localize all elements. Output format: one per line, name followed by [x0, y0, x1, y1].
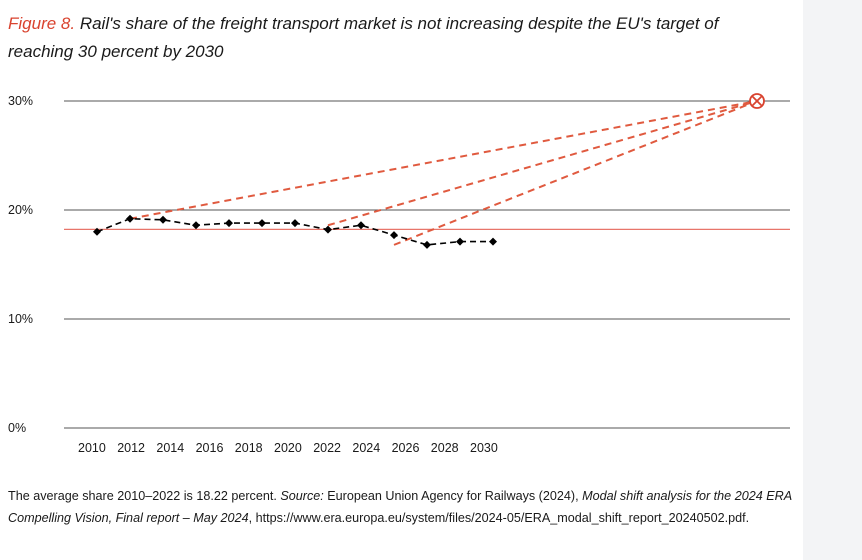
x-tick-label: 2020: [274, 441, 302, 455]
data-point-2021: [456, 237, 464, 246]
caption-source-url[interactable]: , https://www.era.europa.eu/system/files…: [248, 510, 750, 525]
figure-card: Figure 8. Rail's share of the freight tr…: [0, 0, 803, 560]
x-tick-label: 2022: [313, 441, 341, 455]
y-tick-label: 10%: [8, 312, 33, 326]
x-tick-label: 2012: [117, 441, 145, 455]
figure-title: Figure 8. Rail's share of the freight tr…: [8, 10, 788, 66]
projection-line-3: [393, 100, 758, 246]
x-tick-label: 2028: [431, 441, 459, 455]
y-tick-label: 20%: [8, 203, 33, 217]
x-tick-label: 2016: [196, 441, 224, 455]
projection-line-1: [129, 100, 758, 220]
data-point-2020: [423, 240, 431, 249]
data-point-2012: [159, 215, 167, 224]
figure-caption: The average share 2010–2022 is 18.22 per…: [8, 486, 793, 529]
caption-source-label: Source:: [280, 489, 324, 503]
data-point-2011: [126, 214, 134, 223]
x-tick-label: 2030: [470, 441, 498, 455]
data-point-2018: [357, 221, 365, 230]
caption-average: The average share 2010–2022 is 18.22 per…: [8, 489, 281, 503]
y-tick-label: 0%: [8, 421, 26, 435]
x-tick-label: 2010: [78, 441, 106, 455]
x-tick-label: 2026: [392, 441, 420, 455]
data-point-2014: [225, 219, 233, 228]
caption-source-agency: European Union Agency for Railways (2024…: [323, 489, 583, 503]
data-point-2022: [489, 237, 497, 246]
freight-share-chart: 0% 10% 20% 30% 2010 2012 2014 2016 2018 2020 2022 2…: [8, 93, 790, 455]
target-marker-cross-b: [751, 95, 763, 107]
target-marker: [749, 93, 765, 109]
data-point-2013: [192, 221, 200, 230]
caption-report-title: Modal shift analysis for the 2024 ERA Co…: [8, 489, 792, 525]
figure-title-text: Rail's share of the freight transport ma…: [8, 14, 719, 61]
x-tick-label: 2018: [235, 441, 263, 455]
projection-line-2: [327, 100, 758, 227]
y-tick-label: 30%: [8, 94, 33, 108]
x-tick-label: 2024: [352, 441, 380, 455]
figure-label: Figure 8.: [8, 14, 76, 33]
data-point-2017: [324, 225, 332, 234]
x-tick-label: 2014: [156, 441, 184, 455]
data-point-2019: [390, 231, 398, 240]
data-point-2015: [258, 219, 266, 228]
data-point-2010: [93, 227, 101, 236]
data-point-2016: [291, 219, 299, 228]
